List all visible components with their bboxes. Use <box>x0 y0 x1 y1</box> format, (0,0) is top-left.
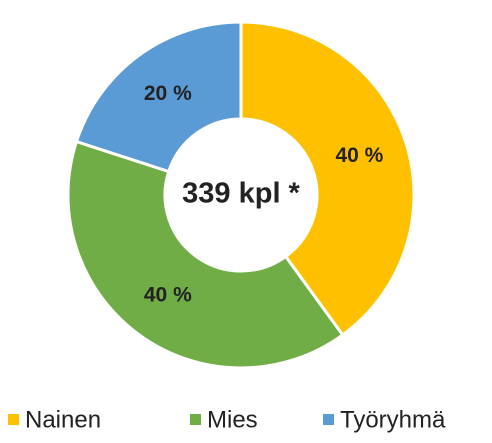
donut-segment <box>66 139 345 370</box>
center-label: 339 kpl * <box>182 178 300 210</box>
donut-segment <box>239 20 416 338</box>
legend-swatch <box>323 414 334 425</box>
donut-segment <box>74 20 243 174</box>
legend-swatch <box>190 414 201 425</box>
legend-label: Työryhmä <box>340 406 446 433</box>
legend-label: Mies <box>207 406 258 433</box>
data-label: 40 % <box>144 283 192 306</box>
legend-swatch <box>8 414 19 425</box>
legend-label: Nainen <box>25 406 101 433</box>
data-label: 20 % <box>144 82 192 105</box>
data-label: 40 % <box>335 144 383 167</box>
